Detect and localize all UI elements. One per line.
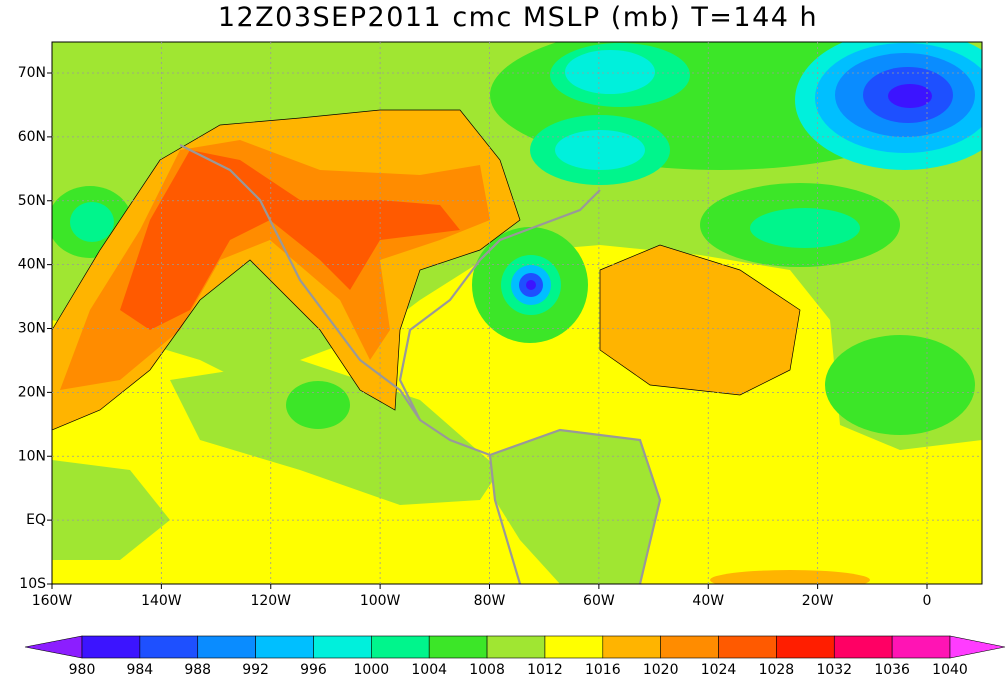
colorbar-box [371,635,430,659]
colorbar-label: 988 [184,662,211,678]
colorbar-label: 1028 [759,662,795,678]
contour [599,244,801,396]
field-region [750,208,860,248]
colorbar-box [197,635,256,659]
field-region [825,335,975,435]
colorbar-box [255,635,314,659]
x-tick-label: 120W [250,593,291,609]
colorbar-box [544,635,604,659]
colorbar: 980 984 988 992 996 1000 1004 1008 1012 1016 1020 1… [24,635,1006,678]
map-field [52,42,982,584]
colorbar-label: 1000 [354,662,390,678]
y-tick-label: 30N [18,321,46,337]
colorbar-label: 1012 [527,662,563,678]
colorbar-triangle [24,635,83,659]
coastline [179,144,662,584]
x-tick-label: 20W [802,593,834,609]
y-tick-label: 40N [18,257,46,273]
field-region [170,360,500,505]
colorbar-label: 992 [242,662,269,678]
colorbar-label: 996 [300,662,327,678]
y-tick-label: 50N [18,193,46,209]
grid: 160W 140W 120W 100W 80W 60W 40W 20W 0 10S EQ 10N 20N… [18,42,982,609]
colorbar-box [718,635,777,659]
colorbar-box [776,635,835,659]
colorbar-label: 1008 [469,662,505,678]
colorbar-label: 980 [69,662,96,678]
x-tick-label: 60W [583,593,615,609]
colorbar-label: 1032 [816,662,852,678]
y-tick-label: EQ [26,512,46,528]
y-tick-label: 10S [19,576,46,592]
colorbar-box [139,635,199,659]
colorbar-box [486,635,546,659]
y-tick-label: 20N [18,384,46,400]
colorbar-label: 1020 [643,662,679,678]
colorbar-box [313,635,372,659]
colorbar-box [891,635,951,659]
colorbar-box [602,635,661,659]
colorbar-box [660,635,719,659]
colorbar-label: 1040 [932,662,968,678]
field-region [52,460,170,560]
colorbar-label: 1036 [874,662,910,678]
y-tick-label: 10N [18,448,46,464]
field-region [600,245,800,395]
y-tick-label: 60N [18,129,46,145]
colorbar-triangle [949,635,1006,659]
x-tick-label: 0 [923,593,932,609]
colorbar-box [833,635,893,659]
map-frame [51,41,983,585]
x-tick-label: 160W [32,593,73,609]
colorbar-label: 1016 [585,662,621,678]
field-region [526,280,536,290]
field-region [120,150,460,330]
field-region [555,130,645,170]
x-tick-label: 100W [360,593,401,609]
x-tick-label: 40W [692,593,724,609]
field-region [490,430,660,584]
contour [52,109,521,431]
y-tick-label: 70N [18,65,46,81]
x-tick-label: 80W [474,593,506,609]
map-title: 12Z03SEP2011 cmc MSLP (mb) T=144 h [218,2,818,33]
colorbar-box [428,635,488,659]
colorbar-box [81,635,141,659]
x-tick-label: 140W [141,593,182,609]
field-region [70,202,114,242]
colorbar-label: 1024 [701,662,737,678]
field-region [286,381,350,429]
field-region [710,570,870,584]
colorbar-label: 984 [126,662,153,678]
field-region [565,50,655,94]
colorbar-label: 1004 [411,662,447,678]
field-region [888,84,932,108]
